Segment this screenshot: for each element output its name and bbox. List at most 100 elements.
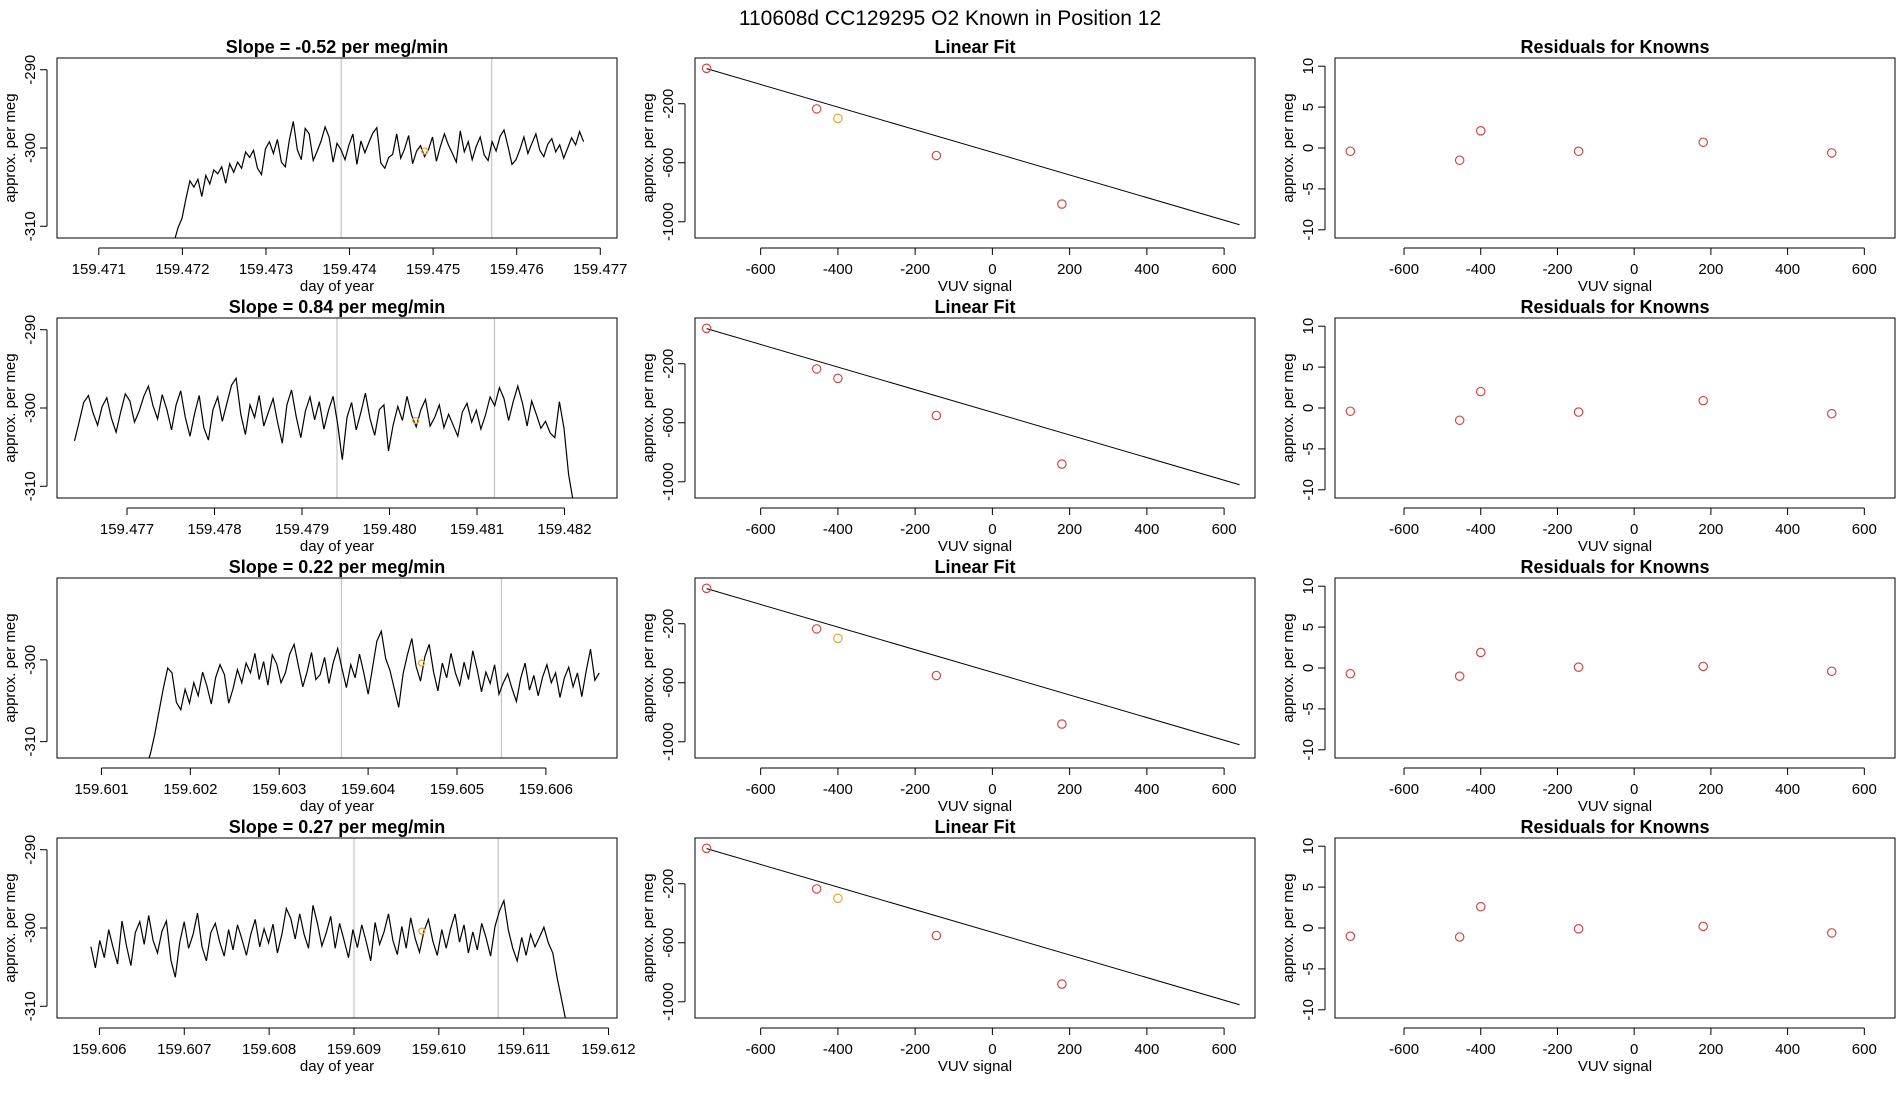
x-tick-label: 159.476 <box>490 261 544 278</box>
x-tick-label: 159.474 <box>322 261 376 278</box>
x-tick-label: 600 <box>1852 521 1877 538</box>
data-point <box>701 323 712 334</box>
x-tick-label: -400 <box>1466 261 1496 278</box>
data-point <box>1698 921 1709 932</box>
plot-content <box>90 898 566 1018</box>
y-axis-label: approx. per meg <box>1280 873 1297 982</box>
data-point <box>1345 931 1356 941</box>
y-axis-label: approx. per meg <box>1280 353 1297 462</box>
y-axis: -10 -5 0 5 10 approx. per meg <box>1280 58 1326 241</box>
x-tick-label: 159.607 <box>157 1041 211 1058</box>
x-tick-label: 400 <box>1775 1041 1800 1058</box>
x-tick-label: -200 <box>1542 261 1572 278</box>
data-point <box>1187 248 1195 256</box>
data-point <box>701 63 712 74</box>
data-point <box>1826 148 1837 158</box>
x-tick-label: 159.611 <box>497 1041 550 1058</box>
x-axis: -600 -400 -200 0 200 400 600 VUV signal <box>746 247 1237 295</box>
x-tick-label: 159.478 <box>187 521 241 538</box>
panel-title: Linear Fit <box>934 37 1015 57</box>
y-tick-label: -5 <box>1300 182 1317 195</box>
x-tick-label: 0 <box>988 261 996 278</box>
data-point <box>1475 386 1486 397</box>
panel-title: Residuals for Knowns <box>1520 37 1709 57</box>
y-tick-label: 10 <box>1300 318 1317 335</box>
y-axis-label: approx. per meg <box>1280 613 1297 722</box>
x-axis-label: VUV signal <box>1578 798 1652 815</box>
x-tick-label: -600 <box>746 781 776 798</box>
data-point <box>1826 666 1837 677</box>
y-tick-label: -200 <box>660 89 677 119</box>
data-point <box>1057 719 1067 729</box>
y-tick-label: -10 <box>1300 479 1317 501</box>
plot-frame <box>1334 57 1896 239</box>
x-axis: 159.477 159.478 159.479 159.480 159.481 159.4… <box>100 507 592 555</box>
highlight-marker <box>412 416 420 425</box>
x-tick-label: 159.471 <box>72 261 126 278</box>
y-axis-label: approx. per meg <box>640 873 657 982</box>
x-tick-label: 159.480 <box>362 521 416 538</box>
highlight-marker <box>421 147 429 155</box>
x-axis-label: VUV signal <box>1578 538 1652 555</box>
plot-frame <box>56 577 618 759</box>
y-tick-label: -300 <box>22 393 39 423</box>
y-tick-label: 5 <box>1300 623 1317 631</box>
x-tick-label: -600 <box>1389 1041 1419 1058</box>
x-tick-label: 200 <box>1057 261 1082 278</box>
series-line <box>73 376 574 498</box>
x-tick-label: -600 <box>1389 781 1419 798</box>
panel-title: Slope = -0.52 per meg/min <box>226 37 449 57</box>
fit-line <box>706 848 1240 1006</box>
data-point <box>1454 671 1465 681</box>
x-axis-label: day of year <box>300 278 374 295</box>
x-tick-label: 400 <box>1134 1041 1159 1058</box>
y-tick-label: 5 <box>1300 103 1317 111</box>
x-tick-label: -600 <box>746 1041 776 1058</box>
y-tick-label: -200 <box>660 349 677 379</box>
data-point <box>1057 459 1067 469</box>
plot-frame <box>694 837 1256 1019</box>
data-point <box>1573 407 1584 417</box>
panel-title: Residuals for Knowns <box>1520 817 1709 837</box>
data-point <box>1698 395 1709 406</box>
fit-line <box>706 588 1240 746</box>
y-axis: -10 -5 0 5 10 approx. per meg <box>1280 318 1326 501</box>
x-tick-label: 600 <box>1212 521 1237 538</box>
x-tick-label: -600 <box>1389 521 1419 538</box>
data-point <box>1057 199 1067 209</box>
y-axis-label: approx. per meg <box>640 93 657 202</box>
x-axis-label: day of year <box>300 1058 374 1075</box>
x-tick-label: 0 <box>988 1041 996 1058</box>
y-tick-label: -290 <box>22 835 39 865</box>
x-tick-label: 400 <box>1775 521 1800 538</box>
y-axis-label: approx. per meg <box>2 93 19 202</box>
panel-fit-3: Linear Fit -600 -400 -200 0 200 400 600 VUV sign… <box>640 557 1256 815</box>
plot-content <box>1345 126 1837 166</box>
x-tick-label: 159.477 <box>100 521 154 538</box>
plot-content <box>701 583 1240 776</box>
x-axis: -600 -400 -200 0 200 400 600 VUV signal <box>1389 1027 1877 1075</box>
plot-frame <box>694 317 1256 499</box>
plot-content <box>73 376 574 498</box>
x-axis: -600 -400 -200 0 200 400 600 VUV signal <box>746 1027 1237 1075</box>
data-point <box>1475 647 1486 658</box>
data-point <box>1345 146 1356 157</box>
y-tick-label: 0 <box>1300 144 1317 152</box>
panel-title: Residuals for Knowns <box>1520 297 1709 317</box>
data-point <box>1187 768 1195 776</box>
y-tick-label: -5 <box>1300 442 1317 455</box>
y-axis-label: approx. per meg <box>640 613 657 722</box>
x-tick-label: 400 <box>1134 261 1159 278</box>
x-tick-label: -400 <box>823 781 853 798</box>
x-tick-label: -400 <box>823 1041 853 1058</box>
figure-title: 110608d CC129295 O2 Known in Position 12 <box>739 7 1161 30</box>
x-tick-label: -200 <box>900 781 930 798</box>
plot-frame <box>694 57 1256 239</box>
x-tick-label: 400 <box>1134 521 1159 538</box>
y-tick-label: -10 <box>1300 739 1317 761</box>
x-tick-label: 600 <box>1212 261 1237 278</box>
